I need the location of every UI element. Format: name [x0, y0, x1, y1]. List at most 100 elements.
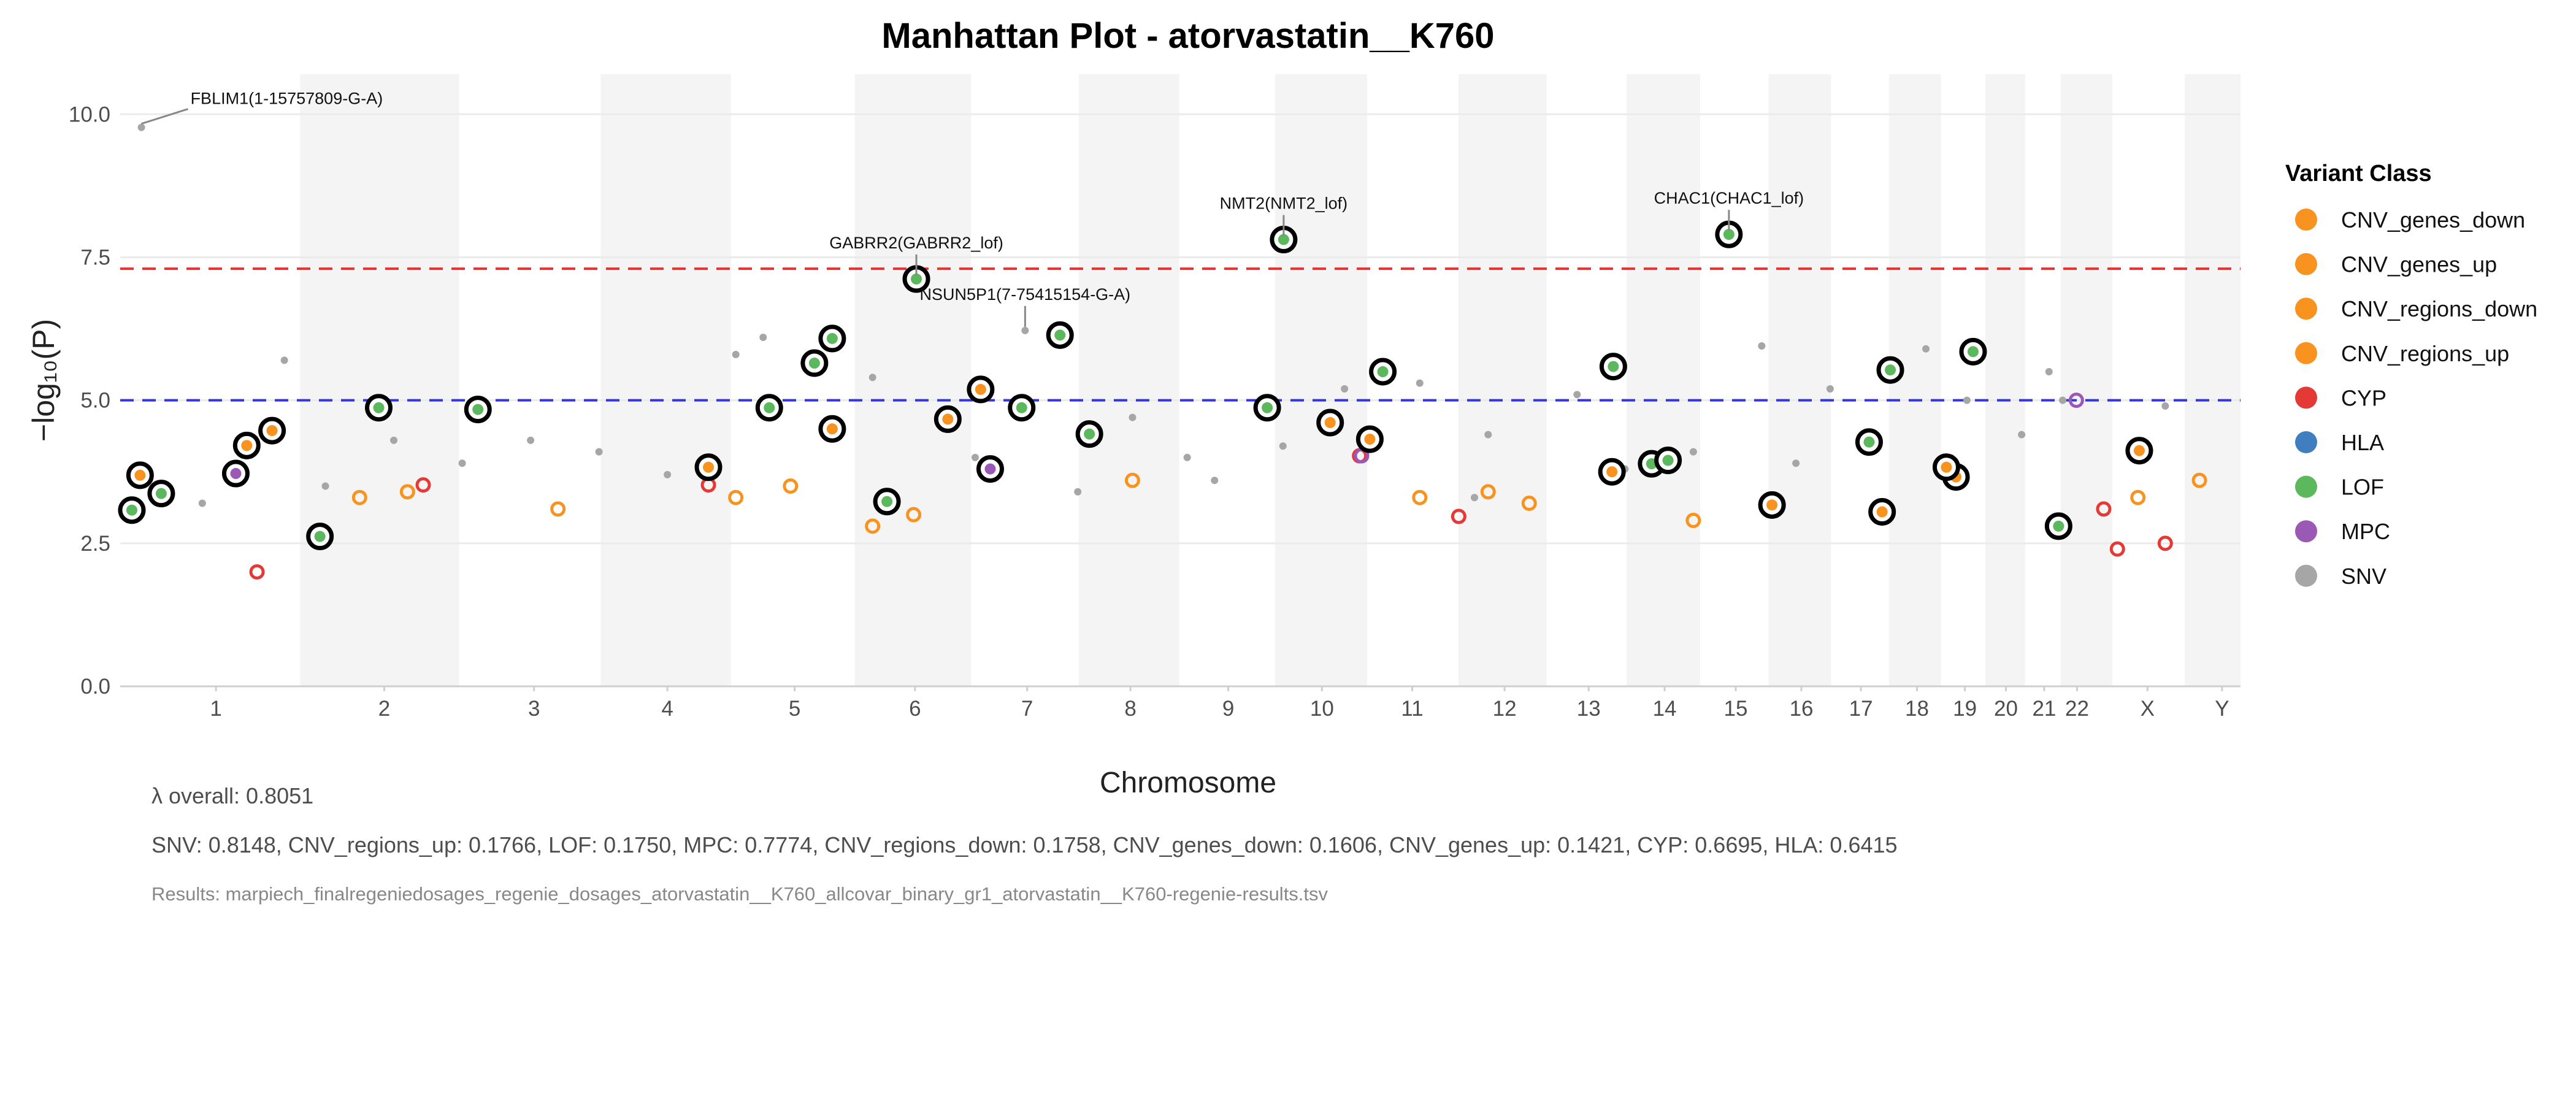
x-tick-label: 10	[1310, 697, 1334, 721]
chromosome-band	[1768, 74, 1831, 686]
chromosome-band	[1627, 74, 1701, 686]
variant-point	[1451, 508, 1466, 524]
snv-point	[198, 499, 206, 507]
top-hit	[1599, 353, 1627, 381]
top-hit-point	[1967, 346, 1979, 358]
snv-point	[1792, 459, 1800, 467]
x-tick-label: 5	[789, 697, 800, 721]
y-tick-label: 0.0	[80, 675, 110, 699]
legend-label: CNV_regions_down	[2341, 296, 2537, 321]
top-hit	[1369, 358, 1397, 386]
x-tick-label: Y	[2215, 697, 2229, 721]
legend-label: HLA	[2341, 430, 2384, 455]
y-axis-label: −log₁₀(P)	[26, 319, 61, 442]
variant-point	[783, 478, 799, 494]
legend-swatch	[2295, 386, 2317, 409]
snv-point	[868, 374, 876, 381]
chromosome-band	[1985, 74, 2025, 686]
top-hit	[147, 480, 175, 508]
legend-swatch	[2295, 253, 2317, 275]
x-tick-label: 7	[1021, 697, 1033, 721]
chromosome-band	[1078, 74, 1179, 686]
top-hit-point	[826, 332, 838, 344]
top-hit	[976, 455, 1004, 483]
top-hit-point	[808, 358, 820, 369]
legend-label: SNV	[2341, 564, 2386, 589]
top-hit	[2044, 512, 2072, 540]
variant-point	[2096, 501, 2112, 517]
top-hit	[1316, 408, 1344, 437]
top-hit	[1008, 394, 1036, 422]
top-hit-point	[1262, 402, 1273, 413]
top-hit	[1253, 394, 1281, 422]
y-tick-label: 5.0	[80, 389, 110, 413]
x-tick-label: 12	[1493, 697, 1517, 721]
chromosome-band	[1275, 74, 1367, 686]
top-hit	[118, 496, 146, 524]
top-hit-point	[1723, 229, 1735, 240]
snv-point	[390, 436, 398, 444]
x-tick-label: 18	[1905, 697, 1929, 721]
top-hit-point	[1608, 361, 1619, 372]
top-hit-point	[155, 488, 167, 499]
snv-point	[732, 351, 740, 359]
legend-label: CNV_genes_up	[2341, 252, 2497, 277]
x-tick-label: 16	[1790, 697, 1814, 721]
variant-point	[399, 484, 415, 500]
top-hit-point	[1606, 466, 1618, 478]
chromosome-band	[300, 74, 459, 686]
top-hit	[1758, 491, 1786, 519]
snv-point	[1689, 448, 1697, 456]
snv-point	[1211, 477, 1219, 485]
top-hit-point	[314, 531, 326, 542]
top-hit-point	[134, 469, 146, 481]
top-hit	[1355, 425, 1384, 453]
top-hit-point	[373, 402, 385, 413]
x-tick-label: 21	[2032, 697, 2056, 721]
snv-point	[1826, 385, 1834, 393]
top-hit-point	[975, 383, 986, 395]
x-tick-label: 6	[909, 697, 921, 721]
x-tick-label: 22	[2065, 697, 2089, 721]
variant-point	[1521, 496, 1537, 512]
top-hit	[306, 523, 334, 551]
variant-point	[2130, 489, 2146, 505]
top-hit-point	[984, 463, 996, 475]
top-hit-point	[1662, 454, 1674, 466]
legend-swatch	[2295, 475, 2317, 498]
snv-point	[664, 470, 672, 478]
snv-point	[2018, 431, 2026, 439]
legend-swatch	[2295, 209, 2317, 231]
top-hit-point	[1885, 364, 1896, 376]
plot-marks: FBLIM1(1-15757809-G-A) GABRR2(GABRR2_lof)…	[118, 90, 2207, 580]
snv-point	[137, 123, 145, 131]
top-hit-point	[1863, 436, 1875, 448]
y-tick-label: 7.5	[80, 245, 110, 269]
snv-point	[2045, 368, 2053, 376]
variant-point	[906, 507, 922, 523]
top-hit-point	[826, 423, 838, 435]
snv-point	[2161, 402, 2169, 410]
snv-point	[1922, 345, 1930, 353]
lambda-by-class: SNV: 0.8148, CNV_regions_up: 0.1766, LOF…	[151, 832, 1898, 857]
variant-point	[2109, 541, 2125, 557]
variant-point	[728, 489, 744, 505]
legend-swatch	[2295, 564, 2317, 587]
variant-point	[2068, 393, 2084, 408]
top-hit-point	[1876, 506, 1888, 518]
legend-title: Variant Class	[2285, 161, 2432, 186]
x-tick-label: 11	[1401, 697, 1423, 721]
snv-point	[759, 334, 767, 342]
top-hit	[464, 396, 492, 424]
variant-point	[415, 477, 431, 493]
annotation-leader	[141, 108, 189, 125]
snv-point	[1183, 453, 1191, 461]
variant-point	[1412, 489, 1428, 505]
snv-point	[2059, 396, 2067, 404]
top-hit	[1046, 321, 1074, 349]
snv-point	[1279, 442, 1287, 450]
snv-point	[971, 453, 979, 461]
snv-point	[1471, 494, 1479, 502]
x-tick-label: 13	[1577, 697, 1601, 721]
annotation-label: CHAC1(CHAC1_lof)	[1654, 189, 1804, 207]
